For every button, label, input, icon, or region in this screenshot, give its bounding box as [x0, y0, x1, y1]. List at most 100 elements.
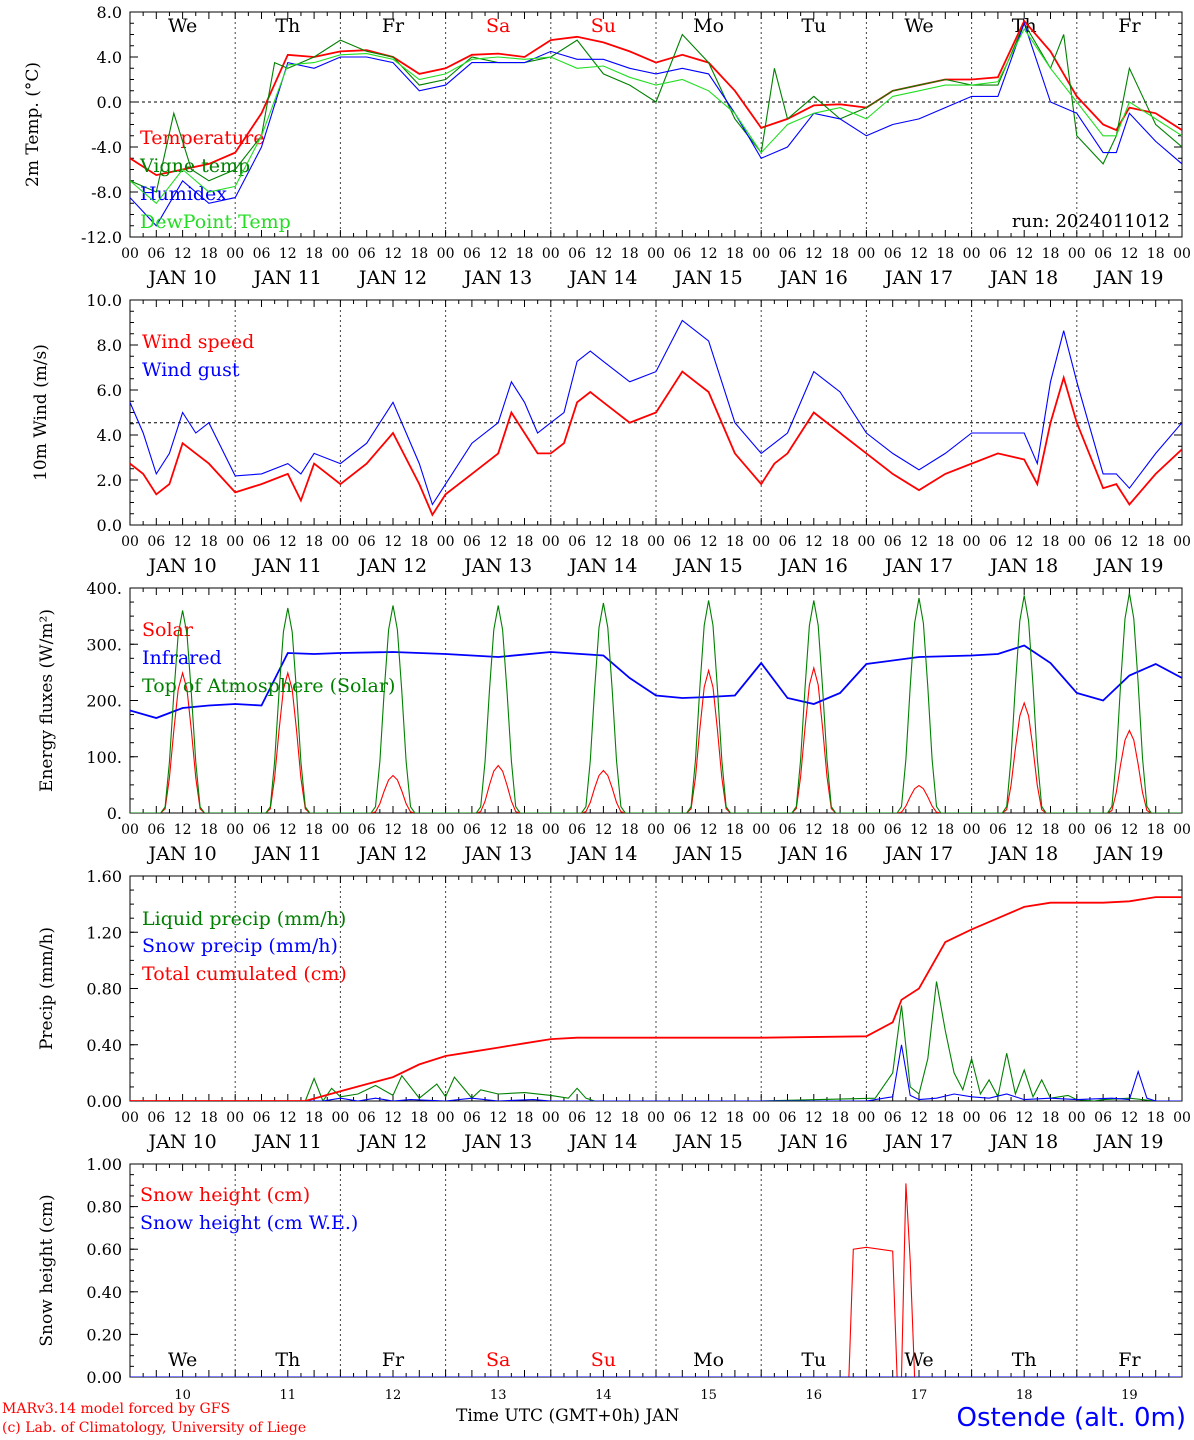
x-hour-label: 00	[542, 1110, 560, 1126]
x-hour-label: 12	[489, 822, 507, 838]
legend-entry: Liquid precip (mm/h)	[142, 908, 346, 930]
x-date-label: JAN 15	[673, 843, 743, 865]
x-hour-label: 18	[936, 1110, 954, 1126]
x-hour-label: 06	[884, 1110, 902, 1126]
x-date-label: JAN 15	[673, 267, 743, 289]
x-hour-label: 18	[410, 822, 428, 838]
x-hour-label: 12	[594, 822, 612, 838]
x-hour-label: 18	[936, 822, 954, 838]
x-hour-label: 00	[647, 534, 665, 550]
x-hour-label: 00	[963, 246, 981, 262]
x-hour-label: 18	[1042, 534, 1060, 550]
x-hour-label: 06	[358, 822, 376, 838]
x-hour-label: 00	[1173, 534, 1191, 550]
x-hour-label: 12	[174, 534, 192, 550]
x-hour-label: 12	[805, 822, 823, 838]
x-hour-label: 06	[568, 822, 586, 838]
series-line-total-cumulated-cm-	[130, 896, 1182, 1101]
x-hour-label: 06	[358, 534, 376, 550]
x-hour-label: 06	[989, 246, 1007, 262]
panel-2: 0.0 2.0 4.0 6.0 8.0 10.0 10m Wind (m/s) 00 06 12 1…	[31, 291, 1191, 577]
x-hour-label: 18	[200, 534, 218, 550]
weekday-label: Th	[1012, 15, 1037, 37]
x-hour-label: 00	[226, 1110, 244, 1126]
y-axis-label: Energy fluxes (W/m²)	[37, 609, 57, 792]
x-hour-label: 00	[331, 822, 349, 838]
x-date-label: JAN 18	[988, 1131, 1058, 1153]
weekday-label: We	[168, 15, 197, 37]
y-tick-label: 10.0	[86, 291, 122, 310]
x-day-number: 19	[1121, 1388, 1138, 1403]
x-hour-label: 12	[174, 822, 192, 838]
x-hour-label: 06	[884, 246, 902, 262]
y-tick-label: 1.60	[86, 867, 122, 886]
x-hour-label: 00	[647, 1110, 665, 1126]
x-date-label: JAN 11	[252, 843, 322, 865]
x-hour-label: 12	[384, 822, 402, 838]
x-hour-label: 06	[147, 822, 165, 838]
x-hour-label: 18	[621, 534, 639, 550]
x-hour-label: 00	[226, 822, 244, 838]
weekday-label: Sa	[486, 15, 510, 37]
x-hour-label: 12	[1120, 822, 1138, 838]
x-date-label: JAN 12	[357, 267, 427, 289]
x-hour-label: 12	[1015, 246, 1033, 262]
x-hour-label: 18	[305, 1110, 323, 1126]
legend-entry: Total cumulated (cm)	[142, 963, 347, 985]
x-hour-label: 06	[673, 1110, 691, 1126]
x-hour-label: 18	[516, 1110, 534, 1126]
y-tick-label: 400.	[86, 579, 122, 598]
x-hour-label: 06	[1094, 246, 1112, 262]
x-hour-label: 00	[1173, 1110, 1191, 1126]
x-hour-label: 18	[305, 246, 323, 262]
y-tick-label: 0.00	[86, 1368, 122, 1387]
credit-line-1: MARv3.14 model forced by GFS	[2, 1401, 231, 1417]
x-hour-label: 12	[700, 1110, 718, 1126]
y-axis-label: Snow height (cm)	[37, 1194, 57, 1346]
legend-entry: Humidex	[140, 183, 227, 205]
x-hour-label: 00	[752, 822, 770, 838]
x-hour-label: 18	[621, 1110, 639, 1126]
x-hour-label: 12	[594, 1110, 612, 1126]
x-hour-label: 00	[1068, 534, 1086, 550]
x-day-number: 14	[595, 1388, 612, 1403]
x-date-label: JAN 12	[357, 843, 427, 865]
x-date-label: JAN 18	[988, 267, 1058, 289]
x-hour-label: 06	[253, 534, 271, 550]
weekday-label: Fr	[1118, 1349, 1141, 1371]
x-hour-label: 18	[831, 1110, 849, 1126]
y-tick-label: 0.20	[86, 1325, 122, 1344]
x-hour-label: 00	[121, 822, 139, 838]
weekday-label: Mo	[693, 1349, 724, 1371]
x-hour-label: 12	[279, 822, 297, 838]
y-tick-label: 0.60	[86, 1240, 122, 1259]
x-hour-label: 18	[516, 534, 534, 550]
series-line-infrared	[130, 644, 1182, 719]
x-hour-label: 12	[910, 822, 928, 838]
x-hour-label: 00	[963, 1110, 981, 1126]
x-hour-label: 00	[331, 1110, 349, 1126]
x-date-label: JAN 12	[357, 1131, 427, 1153]
x-hour-label: 18	[621, 246, 639, 262]
x-date-label: JAN 15	[673, 555, 743, 577]
legend-entry: Snow precip (mm/h)	[142, 935, 338, 957]
x-hour-label: 12	[910, 534, 928, 550]
x-hour-label: 06	[884, 822, 902, 838]
weekday-label: Fr	[382, 1349, 405, 1371]
legend-entry: Wind speed	[142, 331, 254, 353]
x-hour-label: 00	[121, 534, 139, 550]
x-date-label: JAN 17	[883, 843, 953, 865]
x-date-label: JAN 14	[567, 267, 637, 289]
y-tick-label: -8.0	[91, 183, 122, 202]
credit-line-2: (c) Lab. of Climatology, University of L…	[2, 1420, 307, 1436]
x-hour-label: 00	[752, 1110, 770, 1126]
station-name: Ostende (alt. 0m)	[956, 1403, 1186, 1433]
x-hour-label: 00	[963, 822, 981, 838]
x-hour-label: 12	[1120, 1110, 1138, 1126]
legend-entry: Temperature	[140, 127, 264, 149]
x-hour-label: 18	[936, 246, 954, 262]
x-hour-label: 12	[910, 1110, 928, 1126]
y-tick-label: 0.40	[86, 1283, 122, 1302]
y-tick-label: 2.0	[97, 471, 122, 490]
x-hour-label: 00	[963, 534, 981, 550]
